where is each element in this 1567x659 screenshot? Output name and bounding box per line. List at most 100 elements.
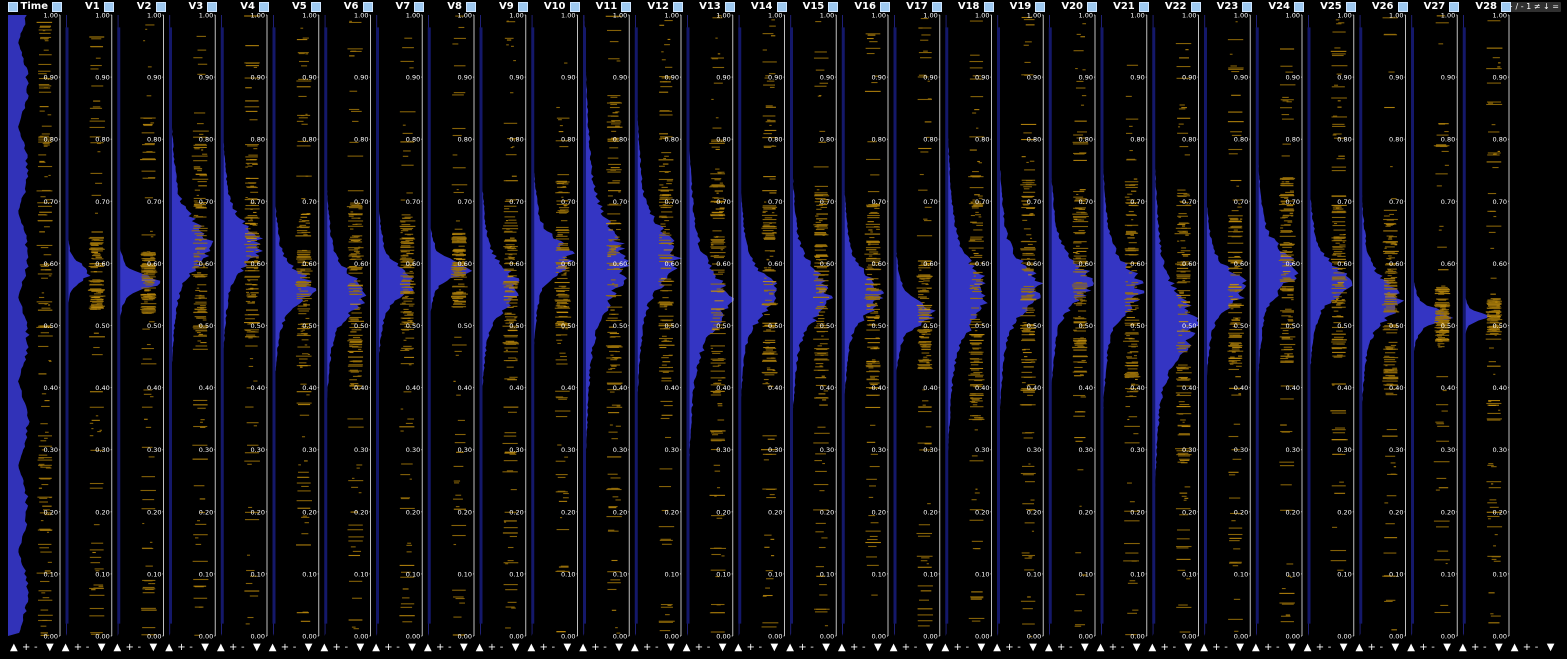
column-checkbox[interactable]	[104, 2, 114, 12]
remove-button[interactable]: -	[138, 640, 142, 655]
add-button[interactable]: +	[902, 640, 910, 655]
column-checkbox[interactable]	[1139, 2, 1149, 12]
column-checkbox[interactable]	[52, 2, 62, 12]
move-up-button[interactable]: ▲	[528, 640, 536, 655]
move-down-button[interactable]: ▼	[564, 640, 572, 655]
column-checkbox[interactable]	[363, 2, 373, 12]
remove-button[interactable]: -	[241, 640, 245, 655]
move-up-button[interactable]: ▲	[217, 640, 225, 655]
remove-button[interactable]: -	[862, 640, 866, 655]
column-checkbox[interactable]	[259, 2, 269, 12]
move-up-button[interactable]: ▲	[372, 640, 380, 655]
column-checkbox[interactable]	[414, 2, 424, 12]
add-button[interactable]: +	[1057, 640, 1065, 655]
column-checkbox[interactable]	[984, 2, 994, 12]
column-checkbox[interactable]	[932, 2, 942, 12]
add-button[interactable]: +	[695, 640, 703, 655]
move-up-button[interactable]: ▲	[321, 640, 329, 655]
add-button[interactable]: +	[1212, 640, 1220, 655]
add-button[interactable]: +	[954, 640, 962, 655]
column-checkbox[interactable]	[1346, 2, 1356, 12]
column-checkbox[interactable]	[828, 2, 838, 12]
move-up-button[interactable]: ▲	[1045, 640, 1053, 655]
move-up-button[interactable]: ▲	[838, 640, 846, 655]
add-button[interactable]: +	[436, 640, 444, 655]
remove-button[interactable]: -	[966, 640, 970, 655]
move-up-button[interactable]: ▲	[735, 640, 743, 655]
move-down-button[interactable]: ▼	[719, 640, 727, 655]
move-down-button[interactable]: ▼	[1081, 640, 1089, 655]
move-down-button[interactable]: ▼	[1029, 640, 1037, 655]
column-checkbox[interactable]	[725, 2, 735, 12]
move-down-button[interactable]: ▼	[667, 640, 675, 655]
add-button[interactable]: +	[1161, 640, 1169, 655]
move-down-button[interactable]: ▼	[771, 640, 779, 655]
column-checkbox[interactable]	[777, 2, 787, 12]
remove-button[interactable]: -	[1017, 640, 1021, 655]
move-down-button[interactable]: ▼	[253, 640, 261, 655]
remove-button[interactable]: -	[810, 640, 814, 655]
remove-button[interactable]: -	[500, 640, 504, 655]
move-up-button[interactable]: ▲	[993, 640, 1001, 655]
move-down-button[interactable]: ▼	[615, 640, 623, 655]
column-checkbox[interactable]	[466, 2, 476, 12]
add-button[interactable]: +	[281, 640, 289, 655]
move-down-button[interactable]: ▼	[201, 640, 209, 655]
remove-button[interactable]: -	[448, 640, 452, 655]
column-checkbox[interactable]	[1398, 2, 1408, 12]
add-button[interactable]: +	[126, 640, 134, 655]
toolbar-controls[interactable]: + / - 1 ≠ ↓ =	[1504, 2, 1561, 12]
move-down-button[interactable]: ▼	[46, 640, 54, 655]
column-checkbox[interactable]	[880, 2, 890, 12]
column-checkbox[interactable]	[570, 2, 580, 12]
move-down-button[interactable]: ▼	[357, 640, 365, 655]
add-button[interactable]: +	[591, 640, 599, 655]
add-button[interactable]: +	[643, 640, 651, 655]
move-down-button[interactable]: ▼	[98, 640, 106, 655]
move-up-button[interactable]: ▲	[786, 640, 794, 655]
move-down-button[interactable]: ▼	[822, 640, 830, 655]
add-button[interactable]: +	[74, 640, 82, 655]
remove-button[interactable]: -	[34, 640, 38, 655]
column-checkbox[interactable]	[1191, 2, 1201, 12]
column-checkbox[interactable]	[1501, 2, 1511, 12]
move-up-button[interactable]: ▲	[10, 640, 18, 655]
remove-button[interactable]: -	[552, 640, 556, 655]
move-up-button[interactable]: ▲	[114, 640, 122, 655]
column-checkbox[interactable]	[311, 2, 321, 12]
add-button[interactable]: +	[540, 640, 548, 655]
move-up-button[interactable]: ▲	[269, 640, 277, 655]
move-up-button[interactable]: ▲	[1097, 640, 1105, 655]
add-button[interactable]: +	[22, 640, 30, 655]
remove-button[interactable]: -	[655, 640, 659, 655]
column-checkbox[interactable]	[673, 2, 683, 12]
add-button[interactable]: +	[384, 640, 392, 655]
add-button[interactable]: +	[229, 640, 237, 655]
move-up-button[interactable]: ▲	[579, 640, 587, 655]
move-up-button[interactable]: ▲	[890, 640, 898, 655]
column-checkbox[interactable]	[156, 2, 166, 12]
move-up-button[interactable]: ▲	[942, 640, 950, 655]
add-button[interactable]: +	[1109, 640, 1117, 655]
remove-button[interactable]: -	[603, 640, 607, 655]
column-checkbox[interactable]	[1294, 2, 1304, 12]
add-button[interactable]: +	[747, 640, 755, 655]
move-down-button[interactable]: ▼	[1133, 640, 1141, 655]
column-checkbox[interactable]	[621, 2, 631, 12]
remove-button[interactable]: -	[86, 640, 90, 655]
remove-button[interactable]: -	[189, 640, 193, 655]
move-up-button[interactable]: ▲	[424, 640, 432, 655]
column-checkbox[interactable]	[1242, 2, 1252, 12]
remove-button[interactable]: -	[1069, 640, 1073, 655]
move-down-button[interactable]: ▼	[150, 640, 158, 655]
move-down-button[interactable]: ▼	[408, 640, 416, 655]
move-down-button[interactable]: ▼	[460, 640, 468, 655]
move-down-button[interactable]: ▼	[874, 640, 882, 655]
move-down-button[interactable]: ▼	[978, 640, 986, 655]
column-checkbox[interactable]	[1449, 2, 1459, 12]
add-button[interactable]: +	[333, 640, 341, 655]
add-button[interactable]: +	[798, 640, 806, 655]
add-button[interactable]: +	[1005, 640, 1013, 655]
column-checkbox[interactable]	[518, 2, 528, 12]
move-up-button[interactable]: ▲	[683, 640, 691, 655]
